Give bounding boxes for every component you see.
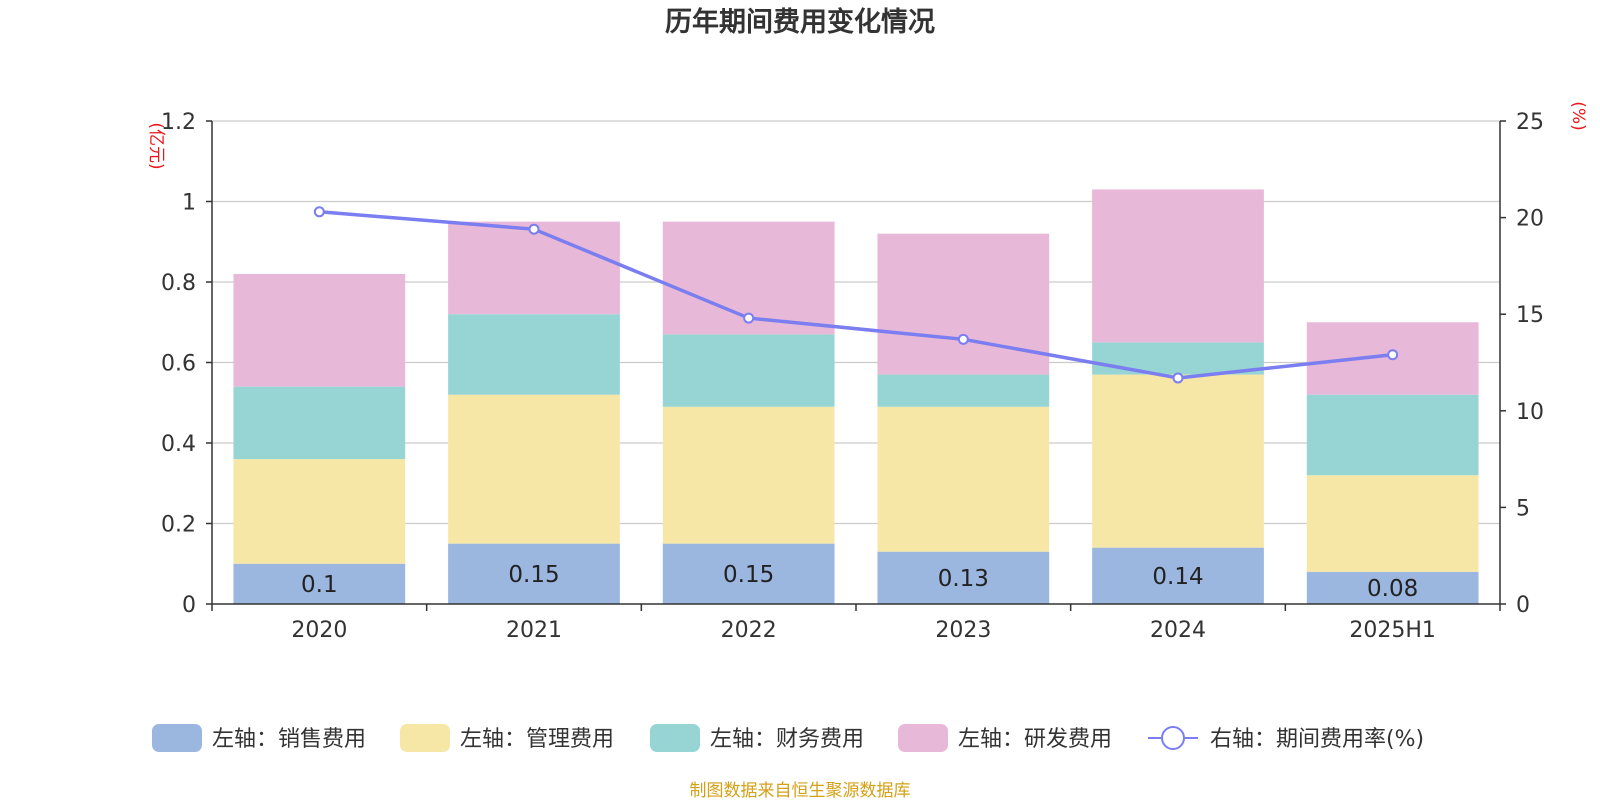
legend-swatch	[400, 724, 450, 752]
y-left-tick-label: 0.8	[161, 271, 196, 296]
y-left-tick-label: 1.2	[161, 110, 196, 135]
y-right-tick-label: 0	[1516, 593, 1530, 618]
bar-segment	[233, 563, 406, 604]
legend-label: 左轴：财务费用	[710, 727, 864, 752]
legend-label: 右轴：期间费用率(%)	[1210, 727, 1424, 752]
legend-marker	[1161, 726, 1185, 750]
y-left-tick-label: 0.4	[161, 432, 196, 457]
y-right-tick-label: 10	[1516, 400, 1544, 425]
x-tick-label: 2022	[721, 618, 777, 643]
axis-layer: 0 0.2 0.4 0.6 0.8 1 1.2 0 5 10 15 20 25 2020 2021 2022 2…	[161, 110, 1544, 643]
bar-segment	[1306, 475, 1479, 572]
y-left-tick-label: 0.6	[161, 352, 196, 377]
bar-segment	[877, 374, 1050, 407]
bar-segment	[448, 314, 620, 395]
bar-segment	[233, 459, 406, 564]
y-right-tick-label: 20	[1516, 207, 1544, 232]
rate-point	[313, 206, 325, 218]
y-right-tick-label: 25	[1516, 110, 1544, 135]
y-left-tick-label: 0	[182, 593, 196, 618]
rate-line	[319, 210, 1393, 380]
rate-point	[957, 333, 969, 345]
bar-segment	[877, 551, 1050, 604]
bar-segment	[877, 406, 1050, 552]
bar-data-label: 0.14	[1152, 564, 1203, 590]
y-left-tick-label: 0.2	[161, 513, 196, 538]
line-layer	[313, 206, 1399, 384]
x-tick-label: 2024	[1150, 618, 1206, 643]
bar-segment	[662, 334, 835, 407]
x-tick-label: 2021	[506, 618, 562, 643]
legend-label: 左轴：管理费用	[460, 727, 614, 752]
rate-point	[528, 223, 540, 235]
grid-layer	[212, 120, 1500, 525]
bar-segment	[448, 221, 620, 315]
bar-layer	[233, 189, 1479, 604]
bar-segment	[877, 233, 1050, 375]
bar-data-label: 0.15	[723, 562, 774, 588]
rate-point	[743, 312, 755, 324]
bar-data-label: 0.08	[1367, 576, 1418, 602]
bar-segment	[1092, 189, 1264, 343]
source-note: 制图数据来自恒生聚源数据库	[690, 781, 911, 800]
bar-segment	[662, 406, 835, 544]
y-right-tick-label: 15	[1516, 303, 1544, 328]
x-tick-label: 2020	[291, 618, 347, 643]
bar-segment	[662, 543, 835, 604]
bar-segment	[1092, 374, 1264, 548]
x-tick-label: 2023	[935, 618, 991, 643]
bar-segment	[448, 543, 620, 604]
y-left-axis-label: (亿元)	[146, 122, 166, 169]
legend-label: 左轴：销售费用	[212, 727, 366, 752]
bar-segment	[1306, 571, 1479, 604]
bar-segment	[1306, 394, 1479, 476]
x-tick-label: 2025H1	[1349, 618, 1436, 643]
y-right-axis-label: (%)	[1568, 101, 1588, 130]
y-left-tick-label: 1	[182, 191, 196, 216]
legend-swatch	[152, 724, 202, 752]
bar-data-label: 0.13	[938, 566, 989, 592]
chart-title: 历年期间费用变化情况	[665, 6, 935, 38]
bar-segment	[233, 386, 406, 460]
rate-point	[1172, 372, 1184, 384]
y-right-tick-label: 5	[1516, 496, 1530, 521]
legend: 左轴：销售费用 左轴：管理费用 左轴：财务费用 左轴：研发费用 右轴：期间费用率(%)	[152, 724, 1424, 752]
legend-swatch	[898, 724, 948, 752]
bar-data-label: 0.15	[508, 562, 559, 588]
bar-segment	[233, 273, 406, 387]
legend-label: 左轴：研发费用	[958, 727, 1112, 752]
bar-segment	[1092, 547, 1264, 604]
label-layer: 0.1 0.15 0.15 0.13 0.14 0.08	[301, 562, 1418, 602]
bar-segment	[448, 394, 620, 544]
legend-swatch	[650, 724, 700, 752]
bar-data-label: 0.1	[301, 572, 338, 598]
rate-point	[1387, 349, 1399, 361]
